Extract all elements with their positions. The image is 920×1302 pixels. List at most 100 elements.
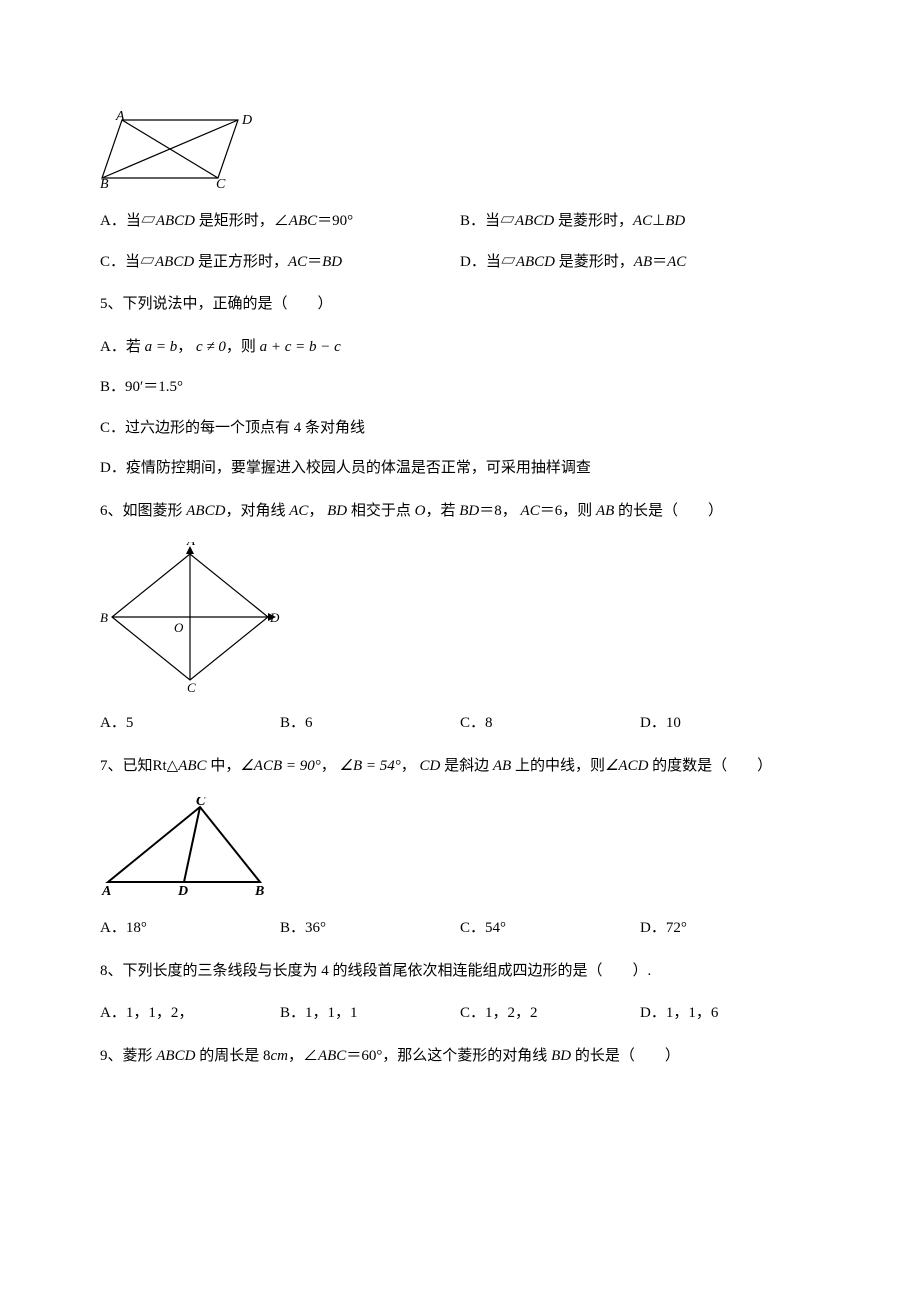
- q7-label-B: B: [254, 884, 264, 897]
- q8-options: A．1，1，2， B．1，1，1 C．1，2，2 D．1，1，6: [100, 1002, 820, 1025]
- q5A-mid: ，: [177, 339, 192, 355]
- q5A-prefix: A．若: [100, 339, 141, 355]
- q7-cd: CD: [420, 758, 441, 774]
- q7-a2: ∠B = 54°: [340, 758, 401, 774]
- q9-suffix: 的长是（ ）: [575, 1048, 680, 1064]
- q5-option-D: D．疫情防控期间，要掌握进入校园人员的体温是否正常，可采用抽样调查: [100, 457, 820, 480]
- q4C-ac: AC: [288, 254, 307, 270]
- q8-option-D: D．1，1，6: [640, 1002, 820, 1025]
- q5A-eq2: c ≠ 0: [196, 339, 226, 355]
- q7-ab: AB: [493, 758, 511, 774]
- q4-option-A: A．当▱ABCD 是矩形时，∠ABC＝90°: [100, 210, 460, 233]
- q7-m3: 上的中线，则: [515, 758, 605, 774]
- q9-m3: ＝60°，那么这个菱形的对角线: [346, 1048, 547, 1064]
- q6-label-A: A: [186, 542, 195, 548]
- q9-abcd: ABCD: [156, 1048, 195, 1064]
- q4A-suffix: ＝90°: [317, 213, 353, 229]
- q6-e2: ＝6，则: [540, 503, 593, 519]
- q4B-perp: ⊥: [652, 213, 665, 229]
- label-B: B: [100, 177, 109, 190]
- q6-option-B: B．6: [280, 712, 460, 735]
- label-C: C: [216, 177, 226, 190]
- q7-c1: ，: [321, 758, 336, 774]
- q6-option-A: A．5: [100, 712, 280, 735]
- q6-p1: 6、如图菱形: [100, 503, 183, 519]
- q6-option-C: C．8: [460, 712, 640, 735]
- q9-bd: BD: [551, 1048, 571, 1064]
- q5-option-C: C．过六边形的每一个顶点有 4 条对角线: [100, 417, 820, 440]
- q6-m3: ，若: [426, 503, 456, 519]
- q7-m2: 是斜边: [444, 758, 489, 774]
- q4C-abcd: ABCD: [155, 254, 194, 270]
- q7-option-D: D．72°: [640, 917, 820, 940]
- q9-p1: 9、菱形: [100, 1048, 153, 1064]
- q7-label-A: A: [101, 884, 111, 897]
- q8-option-B: B．1，1，1: [280, 1002, 460, 1025]
- q5A-eq1: a = b: [145, 339, 178, 355]
- q5A-eq3: a + c = b − c: [260, 339, 341, 355]
- q7-a1: ∠ACB = 90°: [240, 758, 320, 774]
- q8-stem: 8、下列长度的三条线段与长度为 4 的线段首尾依次相连能组成四边形的是（ ）.: [100, 960, 820, 983]
- q5-stem: 5、下列说法中，正确的是（ ）: [100, 293, 820, 316]
- q5A-then: ，则: [226, 339, 256, 355]
- q6-diagram: A B C D O: [100, 542, 820, 692]
- q7-label-D: D: [177, 884, 188, 897]
- q7-abc: ABC: [178, 758, 206, 774]
- q6-suffix: 的长是（ ）: [618, 503, 723, 519]
- q4A-prefix: A．当▱: [100, 213, 156, 229]
- q9-m2: ，∠: [288, 1048, 318, 1064]
- q6-m1: ，对角线: [225, 503, 285, 519]
- q7-p1: 7、已知Rt△: [100, 758, 178, 774]
- q7-a3: ∠ACD: [605, 758, 648, 774]
- q7-diagram: A B C D: [100, 797, 820, 897]
- q4B-mid: 是菱形时，: [554, 213, 633, 229]
- q6-label-C: C: [187, 680, 196, 692]
- q4C-eq: ＝: [307, 254, 322, 270]
- q4-options-row2: C．当▱ABCD 是正方形时，AC＝BD D．当▱ABCD 是菱形时，AB＝AC: [100, 251, 820, 274]
- q7-m1: 中，: [210, 758, 240, 774]
- q4D-mid: 是菱形时，: [555, 254, 634, 270]
- q6-option-D: D．10: [640, 712, 820, 735]
- q4D-eq: ＝: [652, 254, 667, 270]
- q6-bd: BD: [327, 503, 347, 519]
- q7-c2: ，: [401, 758, 416, 774]
- q6-label-B: B: [100, 610, 108, 625]
- q4-option-C: C．当▱ABCD 是正方形时，AC＝BD: [100, 251, 460, 274]
- q7-label-C: C: [196, 797, 206, 809]
- q4D-ab: AB: [634, 254, 652, 270]
- q6-label-O: O: [174, 620, 184, 635]
- q6-ac2: AC: [521, 503, 540, 519]
- q4B-ac: AC: [633, 213, 652, 229]
- q7-stem: 7、已知Rt△ABC 中，∠ACB = 90°， ∠B = 54°， CD 是斜…: [100, 755, 820, 778]
- q4-options-row1: A．当▱ABCD 是矩形时，∠ABC＝90° B．当▱ABCD 是菱形时，AC⊥…: [100, 210, 820, 233]
- q9-m1: 的周长是 8: [199, 1048, 270, 1064]
- q4-diagram: A D B C: [100, 110, 820, 190]
- q4A-abc: ABC: [289, 213, 317, 229]
- q4B-abcd: ABCD: [515, 213, 554, 229]
- q4C-mid: 是正方形时，: [194, 254, 288, 270]
- q4-option-D: D．当▱ABCD 是菱形时，AB＝AC: [460, 251, 820, 274]
- q4B-prefix: B．当▱: [460, 213, 515, 229]
- q6-stem: 6、如图菱形 ABCD，对角线 AC， BD 相交于点 O，若 BD＝8， AC…: [100, 500, 820, 523]
- q6-abcd: ABCD: [186, 503, 225, 519]
- q6-bd2: BD: [459, 503, 479, 519]
- q5-option-A: A．若 a = b， c ≠ 0，则 a + c = b − c: [100, 336, 820, 359]
- q8-option-C: C．1，2，2: [460, 1002, 640, 1025]
- q4-option-B: B．当▱ABCD 是菱形时，AC⊥BD: [460, 210, 820, 233]
- q6-ac: AC: [289, 503, 308, 519]
- q7-suffix: 的度数是（ ）: [652, 758, 772, 774]
- q4A-abcd: ABCD: [156, 213, 195, 229]
- q6-o: O: [415, 503, 426, 519]
- q9-stem: 9、菱形 ABCD 的周长是 8cm，∠ABC＝60°，那么这个菱形的对角线 B…: [100, 1045, 820, 1068]
- q4D-prefix: D．当▱: [460, 254, 516, 270]
- q4B-bd: BD: [665, 213, 685, 229]
- q9-abc: ABC: [318, 1048, 346, 1064]
- q4C-prefix: C．当▱: [100, 254, 155, 270]
- q8-option-A: A．1，1，2，: [100, 1002, 280, 1025]
- label-D: D: [241, 113, 252, 128]
- q7-option-C: C．54°: [460, 917, 640, 940]
- q7-option-B: B．36°: [280, 917, 460, 940]
- q4A-mid: 是矩形时，∠: [195, 213, 289, 229]
- q4C-bd: BD: [322, 254, 342, 270]
- label-A: A: [115, 110, 125, 124]
